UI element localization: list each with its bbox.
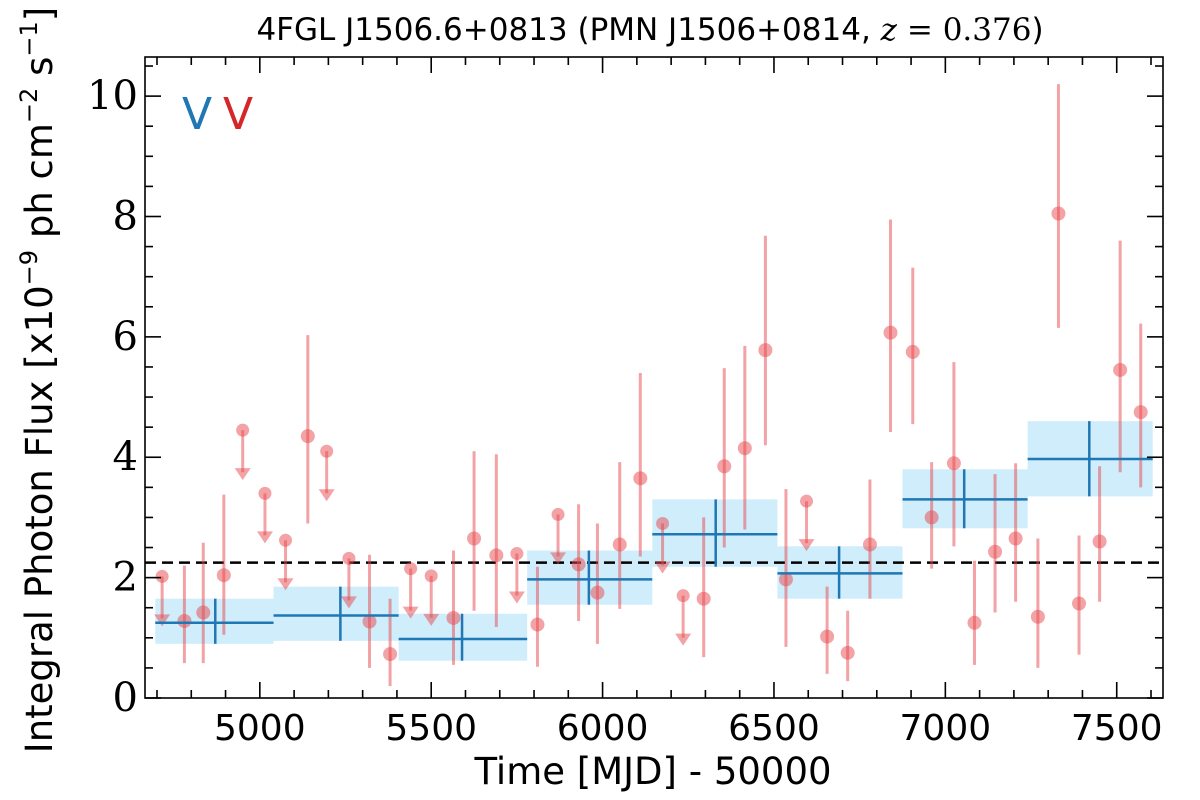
- upper-limit-point: [404, 562, 418, 576]
- flux-point: [1072, 596, 1087, 611]
- flux-point: [300, 429, 315, 444]
- flux-point: [883, 325, 898, 340]
- upper-limit-arrow: [318, 489, 335, 502]
- ylabel-exp1: −9: [15, 250, 43, 285]
- flux-point: [820, 629, 835, 644]
- ylabel-middle: ph cm: [18, 123, 61, 250]
- upper-limit-arrow: [423, 613, 440, 626]
- flux-point: [1008, 531, 1023, 546]
- x-tick-label: 6500: [728, 708, 820, 749]
- x-axis-label: Time [MJD] - 50000: [473, 750, 831, 793]
- y-tick-label: 6: [113, 314, 138, 360]
- upper-limit-point: [424, 569, 438, 583]
- upper-limit-point: [676, 589, 690, 603]
- x-tick-label: 7500: [1071, 708, 1163, 749]
- plot-frame: [144, 56, 1164, 699]
- title-num: 0.376: [943, 12, 1032, 48]
- flux-point: [946, 456, 961, 471]
- flux-point: [840, 645, 855, 660]
- flux-point: [1133, 405, 1148, 420]
- upper-limit-arrow: [675, 633, 692, 646]
- flux-point: [633, 471, 648, 486]
- upper-limit-point: [236, 423, 250, 437]
- flux-point: [905, 344, 920, 359]
- flux-point: [696, 591, 711, 606]
- flux-point: [612, 537, 627, 552]
- x-tick-label: 7000: [900, 708, 992, 749]
- upper-limit-arrow: [402, 606, 419, 619]
- flux-point: [571, 557, 586, 572]
- upper-limit-point: [320, 444, 334, 458]
- flux-point: [383, 647, 398, 662]
- upper-limit-point: [279, 533, 293, 547]
- ylabel-after: ]: [18, 7, 61, 21]
- corner-letter: V: [223, 89, 253, 140]
- y-tick-label: 8: [113, 193, 138, 239]
- upper-limit-arrow: [277, 578, 294, 591]
- title-suffix: ): [1031, 12, 1043, 48]
- upper-limit-point: [155, 569, 169, 583]
- upper-limit-arrow: [234, 468, 251, 481]
- axes: 0 2 4 6 8 10 5000 5500 6000 6500 7000 7500: [87, 56, 1164, 749]
- flux-point: [489, 548, 504, 563]
- x-tick-label: 5000: [214, 708, 306, 749]
- upper-limit-arrow: [798, 539, 815, 552]
- flux-point: [988, 544, 1003, 559]
- flux-point: [467, 531, 482, 546]
- flux-point: [530, 617, 545, 632]
- binned-uncertainty-band: [273, 586, 399, 641]
- upper-limit-arrow: [340, 596, 357, 609]
- ylabel-middle2: s: [18, 57, 61, 88]
- upper-limit-arrow: [256, 531, 273, 544]
- flux-point: [1030, 609, 1045, 624]
- flux-point: [362, 614, 377, 629]
- upper-limit-point: [800, 494, 814, 508]
- flux-point: [758, 343, 773, 358]
- upper-limit-arrow: [654, 561, 671, 574]
- y-tick-label: 10: [87, 73, 138, 119]
- upper-limit-point: [656, 516, 670, 530]
- flux-point: [717, 459, 732, 474]
- upper-limit-arrow: [508, 591, 525, 604]
- plot-area: [145, 84, 1163, 686]
- x-tick-label: 6000: [557, 708, 649, 749]
- flux-point: [196, 605, 211, 620]
- y-tick-label: 2: [113, 555, 138, 601]
- upper-limit-point: [258, 486, 272, 500]
- ylabel-exp3: −1: [15, 21, 43, 56]
- upper-limit-point: [551, 507, 565, 521]
- flux-point: [1092, 534, 1107, 549]
- title-var: z: [880, 12, 898, 48]
- flux-point: [924, 510, 939, 525]
- flux-point: [216, 568, 231, 583]
- flux-point: [862, 537, 877, 552]
- upper-limit-arrow: [154, 614, 171, 627]
- upper-limit-arrow: [550, 552, 567, 565]
- chart-title: 4FGL J1506.6+0813 (PMN J1506+0814, z = 0…: [256, 12, 1043, 48]
- flux-point: [1051, 206, 1066, 221]
- flux-point: [967, 615, 982, 630]
- title-prefix: 4FGL J1506.6+0813 (PMN J1506+0814,: [256, 12, 880, 48]
- flux-point: [446, 610, 461, 625]
- ylabel-exp2: −2: [15, 88, 43, 123]
- y-axis-label: Integral Photon Flux [x10−9 ph cm−2 s−1]: [15, 7, 61, 753]
- y-tick-label: 0: [113, 675, 138, 721]
- flux-point: [737, 441, 752, 456]
- flux-point: [590, 585, 605, 600]
- svg-text:4FGL J1506.6+0813 (PMN J1506+0: 4FGL J1506.6+0813 (PMN J1506+0814, z = 0…: [256, 12, 1043, 48]
- upper-limit-point: [510, 547, 524, 561]
- title-eq: =: [897, 12, 943, 48]
- flux-point: [1113, 362, 1128, 377]
- flux-point: [778, 572, 793, 587]
- corner-letter: V: [182, 89, 212, 140]
- y-tick-label: 4: [113, 434, 138, 480]
- x-tick-label: 5500: [385, 708, 477, 749]
- flux-point: [177, 613, 192, 628]
- ylabel-before: Integral Photon Flux [x10: [18, 285, 61, 753]
- upper-limit-point: [342, 551, 356, 565]
